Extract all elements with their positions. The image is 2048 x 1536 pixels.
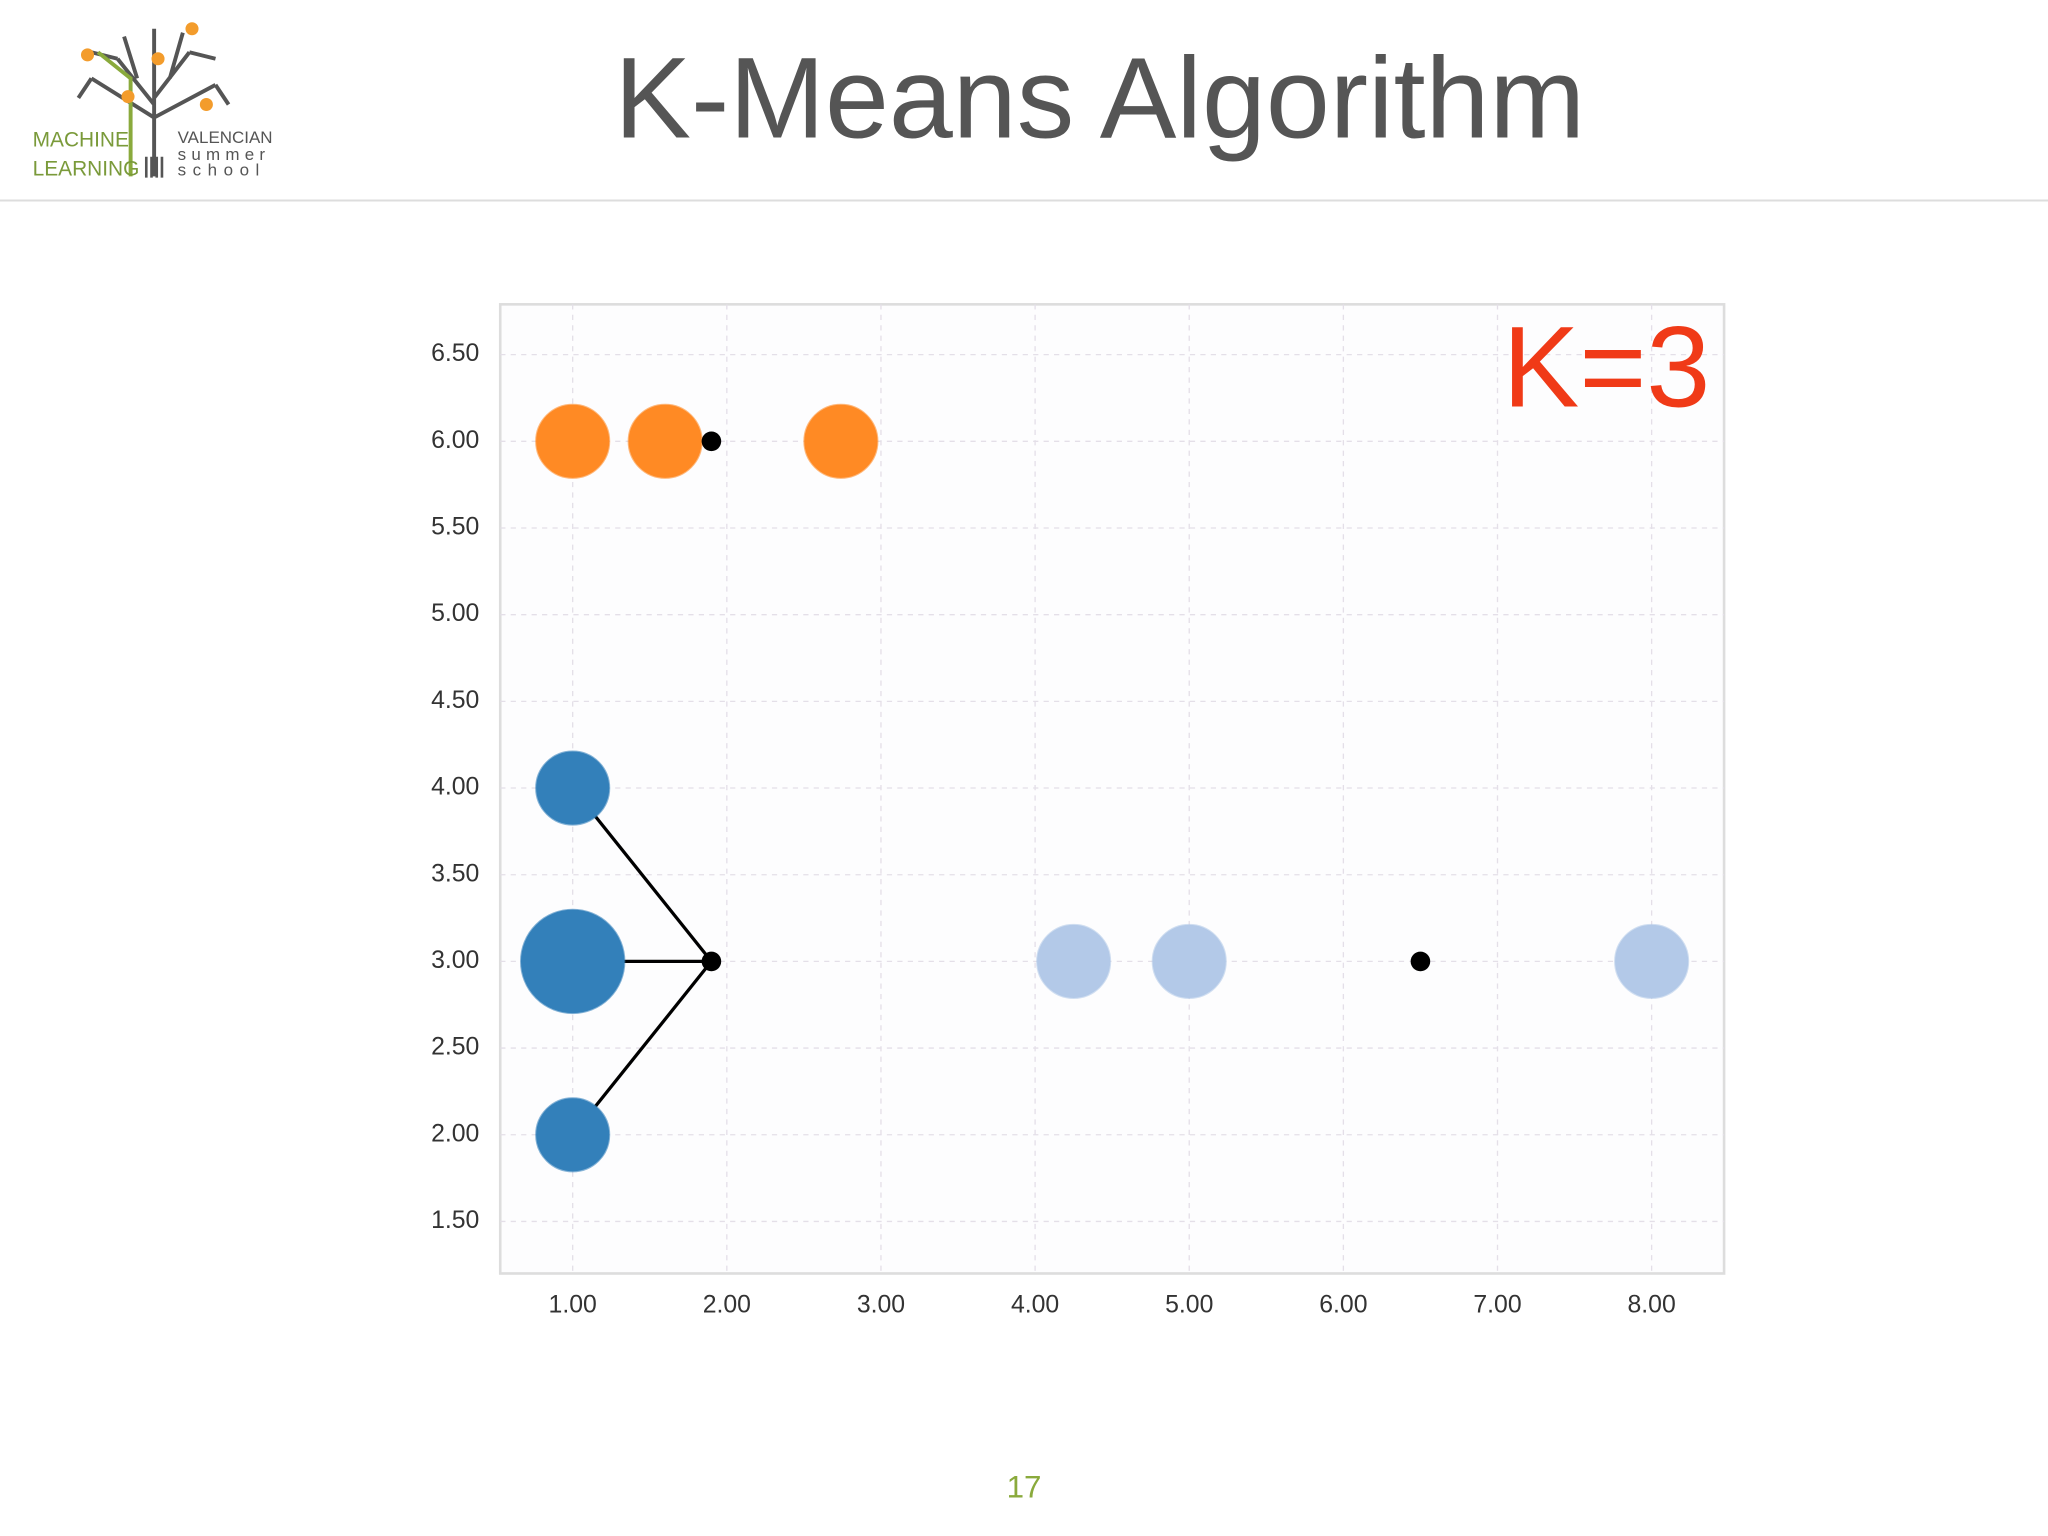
y-tick-label: 5.50	[431, 514, 479, 541]
y-tick-label: 5.00	[431, 600, 479, 627]
data-point	[535, 403, 611, 479]
data-point	[1036, 923, 1112, 999]
logo-text: MACHINE	[33, 129, 129, 152]
slide-title: K-Means Algorithm	[614, 34, 1585, 162]
y-tick-label: 4.50	[431, 687, 479, 714]
logo-dot	[199, 97, 213, 112]
x-tick-label: 1.00	[549, 1292, 597, 1319]
data-point	[1151, 923, 1227, 999]
logo-dot	[185, 22, 199, 36]
centroid	[701, 431, 722, 452]
x-tick-label: 4.00	[1011, 1292, 1059, 1319]
y-tick-label: 2.00	[431, 1120, 479, 1147]
x-tick-label: 7.00	[1473, 1292, 1521, 1319]
logo-text: school	[178, 161, 266, 180]
x-tick-label: 8.00	[1628, 1292, 1676, 1319]
logo-dot	[80, 48, 95, 62]
centroid	[1410, 951, 1431, 972]
x-tick-label: 6.00	[1319, 1292, 1367, 1319]
logo	[76, 22, 231, 178]
logo-text: LEARNING	[33, 157, 140, 180]
data-point	[803, 403, 879, 479]
page-number: 17	[1007, 1469, 1042, 1504]
y-tick-label: 3.00	[431, 947, 479, 974]
annotation: K=3	[1503, 304, 1711, 432]
logo-text: summer	[178, 145, 271, 164]
data-point	[1614, 923, 1690, 999]
chart: 1.50 2.00 2.50 3.00 3.50 4.00 4.50 5.00 5.50 6.00…	[431, 303, 1726, 1319]
plot-area	[498, 303, 1726, 1275]
y-tick-label: 6.50	[431, 340, 479, 367]
data-point	[535, 750, 611, 826]
x-tick-label: 2.00	[703, 1292, 751, 1319]
y-tick-label: 6.00	[431, 427, 479, 454]
x-tick-label: 3.00	[857, 1292, 905, 1319]
y-tick-label: 1.50	[431, 1207, 479, 1234]
logo-bars	[144, 156, 164, 178]
x-tick-label: 5.00	[1165, 1292, 1213, 1319]
logo-dot	[151, 52, 165, 66]
logo-dot	[121, 90, 135, 104]
data-point	[627, 403, 703, 479]
y-tick-label: 2.50	[431, 1034, 479, 1061]
data-point	[535, 1097, 611, 1173]
logo-branch	[96, 50, 133, 177]
centroid	[701, 951, 722, 972]
y-tick-label: 4.00	[431, 774, 479, 801]
y-tick-label: 3.50	[431, 860, 479, 887]
data-point	[519, 908, 626, 1015]
logo-text: VALENCIAN	[178, 128, 273, 147]
